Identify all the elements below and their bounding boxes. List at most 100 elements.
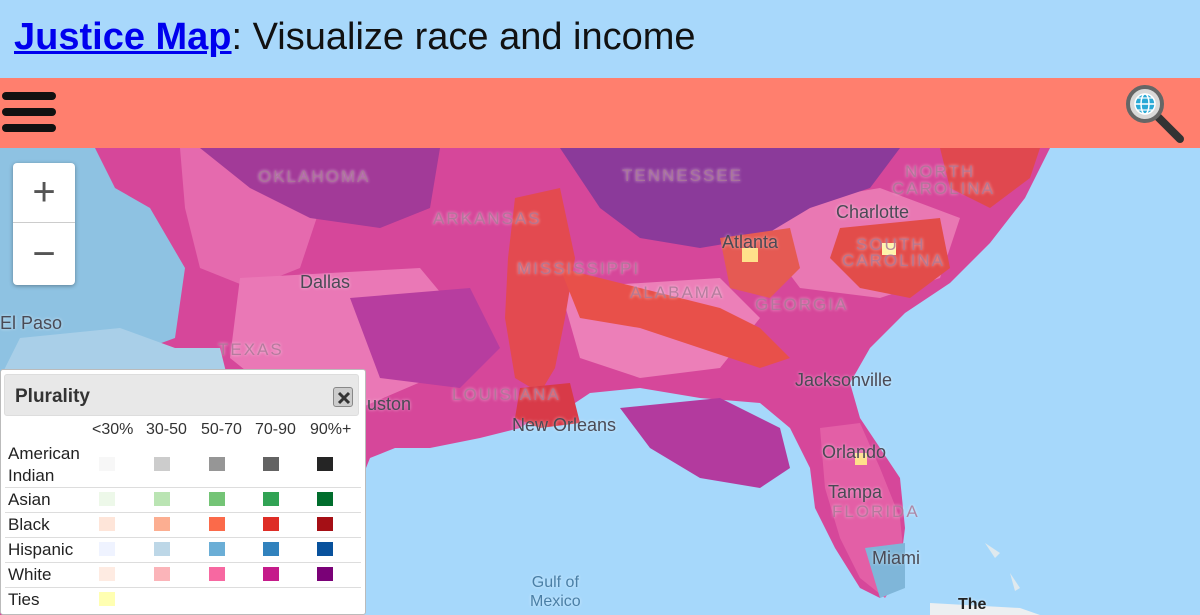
legend-header: Plurality xyxy=(4,374,359,416)
legend-swatch xyxy=(99,492,115,506)
city-label-el-paso: El Paso xyxy=(0,313,63,333)
legend-column-header: <30% xyxy=(92,421,134,438)
cuba-island xyxy=(930,603,1040,615)
white-dark-region-3 xyxy=(620,398,790,488)
legend-column-header: 50-70 xyxy=(201,421,242,438)
legend-swatch xyxy=(154,567,170,581)
legend-swatch xyxy=(209,517,225,531)
legend-swatch xyxy=(263,542,279,556)
state-label-south-carolina-1: SOUTH xyxy=(856,235,926,254)
state-label-north-carolina-1: NORTH xyxy=(905,162,976,181)
city-label-jacksonville: Jacksonville xyxy=(795,370,893,390)
legend-row-label: Black xyxy=(8,515,50,534)
city-label-houston: uston xyxy=(367,394,412,414)
water-label-line-1: Gulf of xyxy=(531,574,579,591)
zoom-out-button[interactable]: − xyxy=(32,231,56,276)
state-label-florida: FLORIDA xyxy=(832,502,920,521)
legend-swatch xyxy=(317,457,333,471)
ties-spot-3 xyxy=(855,453,867,465)
black-region-6 xyxy=(515,383,580,428)
state-label-north-carolina-2: CAROLINA xyxy=(892,179,995,198)
legend-swatch xyxy=(209,542,225,556)
legend-swatch xyxy=(99,567,115,581)
legend-swatch xyxy=(263,457,279,471)
hamburger-menu-icon[interactable] xyxy=(2,90,56,134)
title-bar: Justice Map: Visualize race and income xyxy=(0,0,1200,78)
black-region-2 xyxy=(560,268,790,368)
city-label-dallas: Dallas xyxy=(300,272,351,292)
globe-search-icon[interactable] xyxy=(1124,83,1186,145)
legend-panel: Plurality <30% 30-50 50-70 70-90 90%+ Am… xyxy=(0,369,366,615)
legend-swatch xyxy=(154,457,170,471)
page-subtitle: : Visualize race and income xyxy=(231,16,696,58)
legend-swatch xyxy=(99,457,115,471)
state-label-mississippi: MISSISSIPPI xyxy=(517,259,641,278)
legend-swatch xyxy=(317,517,333,531)
legend-swatch xyxy=(154,492,170,506)
page-title: Justice Map: Visualize race and income xyxy=(14,16,696,59)
state-label-georgia: GEORGIA xyxy=(755,295,849,314)
city-label-atlanta: Atlanta xyxy=(722,232,779,252)
divider xyxy=(5,562,361,563)
city-label-miami: Miami xyxy=(872,548,920,568)
city-label-orlando: Orlando xyxy=(822,442,887,462)
black-region-3 xyxy=(830,218,950,298)
justice-map-link[interactable]: Justice Map xyxy=(14,16,232,58)
legend-swatch xyxy=(317,542,333,556)
city-label-charlotte: Charlotte xyxy=(836,202,910,222)
legend-swatch xyxy=(154,542,170,556)
legend-column-header: 30-50 xyxy=(146,421,187,438)
legend-swatch xyxy=(209,457,225,471)
divider xyxy=(5,512,361,513)
bahamas-island-2 xyxy=(1010,573,1020,591)
florida-south-region xyxy=(865,543,905,598)
legend-column-header: 90%+ xyxy=(310,421,352,438)
state-label-oklahoma: OKLAHOMA xyxy=(258,167,371,186)
legend-swatch xyxy=(99,517,115,531)
ties-spot xyxy=(742,248,758,262)
legend-row-label: White xyxy=(8,565,52,584)
legend-swatch xyxy=(99,542,115,556)
legend-swatch xyxy=(263,567,279,581)
zoom-control: + − xyxy=(13,163,75,285)
state-label-alabama: ALABAMA xyxy=(630,283,725,302)
legend-swatch xyxy=(99,592,115,606)
legend-column-header: 70-90 xyxy=(255,421,296,438)
legend-row-label: Hispanic xyxy=(8,540,74,559)
state-label-louisiana: LOUISIANA xyxy=(452,385,561,404)
state-label-south-carolina-2: CAROLINA xyxy=(842,251,945,270)
state-label-texas: TEXAS xyxy=(218,340,284,359)
legend-swatch xyxy=(263,517,279,531)
partial-map-label: The xyxy=(958,596,987,613)
legend-swatch xyxy=(209,567,225,581)
legend-swatch xyxy=(209,492,225,506)
legend-row-label: Asian xyxy=(8,490,51,509)
white-dark-region xyxy=(560,148,900,248)
divider xyxy=(5,587,361,588)
water-label: Gulf of Mexico xyxy=(530,573,581,611)
toolbar xyxy=(0,78,1200,148)
zoom-in-button[interactable]: + xyxy=(13,163,75,223)
divider xyxy=(5,487,361,488)
water-label-line-2: Mexico xyxy=(530,593,581,610)
legend-title: Plurality xyxy=(15,386,90,407)
black-region-5 xyxy=(940,148,1040,208)
white-dark-region-2 xyxy=(200,148,440,228)
legend-swatch xyxy=(317,567,333,581)
ties-spot-2 xyxy=(882,243,896,255)
legend-swatch xyxy=(154,517,170,531)
divider xyxy=(5,537,361,538)
close-icon[interactable] xyxy=(333,387,353,407)
city-label-tampa: Tampa xyxy=(828,482,883,502)
state-label-arkansas: ARKANSAS xyxy=(433,209,542,228)
state-label-tennessee: TENNESSEE xyxy=(622,166,743,185)
legend-swatch xyxy=(263,492,279,506)
white-dark-region-4 xyxy=(350,288,500,388)
legend-row-label: Ties xyxy=(8,590,40,609)
black-region xyxy=(505,188,575,393)
legend-row-label: American Indian xyxy=(8,444,80,485)
bahamas-island xyxy=(985,543,1000,558)
legend-swatch xyxy=(317,492,333,506)
black-region-4 xyxy=(720,228,800,298)
city-label-new-orleans: New Orleans xyxy=(512,415,617,435)
